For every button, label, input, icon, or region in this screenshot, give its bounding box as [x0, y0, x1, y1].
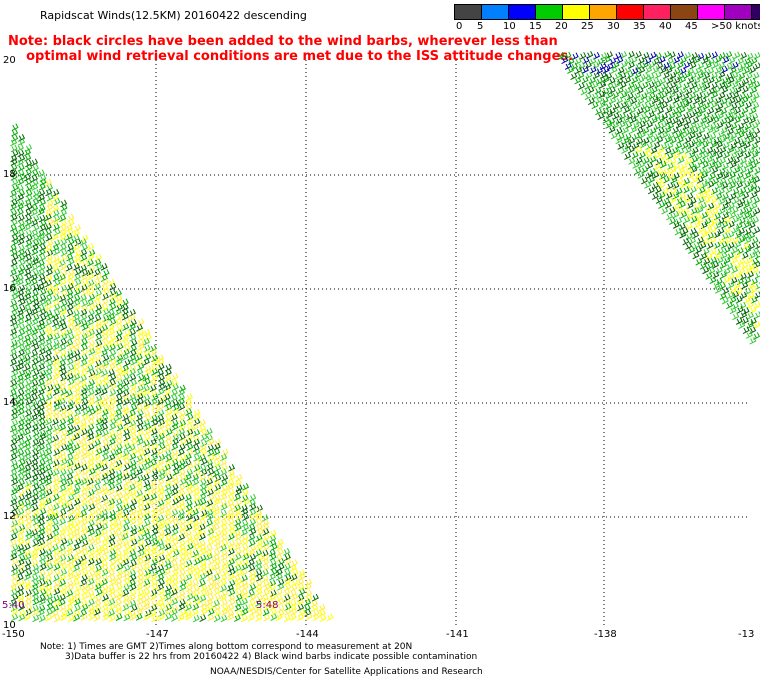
legend-label: 20	[555, 21, 568, 32]
longitude-label: -138	[594, 629, 617, 640]
legend-swatch	[644, 4, 671, 20]
map-title: Rapidscat Winds(12.5KM) 20160422 descend…	[40, 9, 307, 22]
legend-label: 40	[659, 21, 672, 32]
legend-label: 30	[607, 21, 620, 32]
legend-swatch	[536, 4, 563, 20]
legend-label: 25	[581, 21, 594, 32]
legend-label: 45	[685, 21, 698, 32]
legend-swatch	[725, 4, 752, 20]
latitude-label: 14	[3, 397, 16, 408]
legend-swatch	[617, 4, 644, 20]
latitude-label: 20	[3, 55, 16, 66]
footer-note-1: Note: 1) Times are GMT 2)Times along bot…	[40, 642, 413, 652]
red-note: Note: black circles have been added to t…	[8, 34, 573, 64]
note-line-1: Note: black circles have been added to t…	[8, 34, 558, 49]
legend-swatch	[671, 4, 698, 20]
color-legend	[454, 4, 760, 20]
legend-label: 10	[503, 21, 516, 32]
latitude-label: 10	[3, 620, 16, 631]
legend-swatch	[509, 4, 536, 20]
longitude-label: -144	[296, 629, 319, 640]
time-label-2: 5:48	[256, 600, 279, 611]
legend-labels: 0 5 10 15 20 25 30 35 40 45 >50 knots	[454, 21, 760, 33]
credit-line: NOAA/NESDIS/Center for Satellite Applica…	[210, 667, 483, 677]
wind-map	[9, 50, 760, 625]
legend-label: >50 knots	[711, 21, 760, 32]
legend-label: 35	[633, 21, 646, 32]
legend-swatch	[454, 4, 482, 20]
note-line-2: optimal wind retrieval conditions are me…	[26, 49, 574, 64]
legend-swatch	[590, 4, 617, 20]
wind-barbs	[9, 50, 760, 623]
footer-note-2: 3)Data buffer is 22 hrs from 20160422 4)…	[65, 652, 478, 662]
legend-swatch	[698, 4, 725, 20]
legend-label: 5	[477, 21, 484, 32]
latitude-label: 18	[3, 169, 16, 180]
latitude-label: 12	[3, 511, 16, 522]
legend-label: 15	[529, 21, 542, 32]
latitude-label: 16	[3, 283, 16, 294]
legend-swatch	[482, 4, 509, 20]
longitude-label: -147	[146, 629, 169, 640]
longitude-label: -141	[446, 629, 469, 640]
legend-label: 0	[456, 21, 463, 32]
legend-swatch	[563, 4, 590, 20]
longitude-label: -150	[2, 629, 25, 640]
legend-swatch	[752, 4, 760, 20]
time-label-1: 5:40	[2, 600, 25, 611]
longitude-label: -13	[738, 629, 755, 640]
